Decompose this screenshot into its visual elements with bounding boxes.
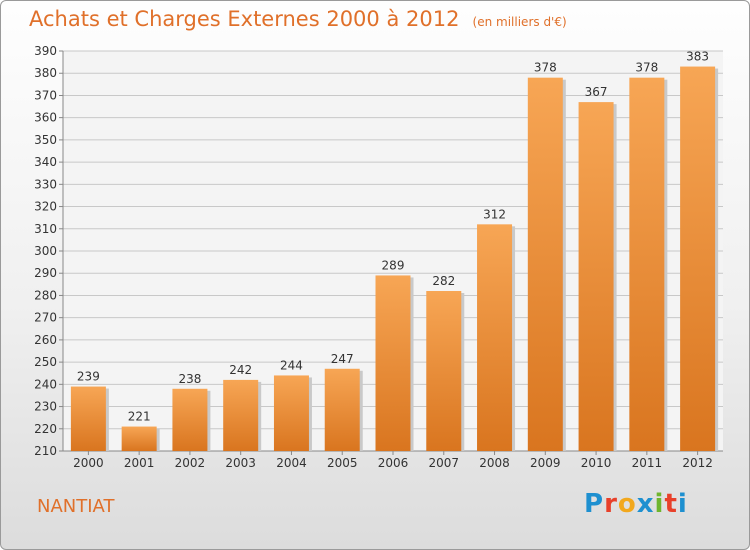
- y-tick-label: 210: [34, 444, 57, 458]
- x-tick-label: 2007: [428, 456, 459, 470]
- proxiti-logo[interactable]: Proxiti: [584, 489, 688, 519]
- bar: [680, 66, 716, 452]
- x-tick-label: 2012: [682, 456, 713, 470]
- chart-subtitle: (en milliers d'€): [472, 15, 567, 29]
- y-tick-label: 280: [34, 288, 57, 302]
- bar-value-label: 282: [432, 274, 455, 288]
- chart-title-block: Achats et Charges Externes 2000 à 2012 (…: [29, 7, 567, 31]
- x-tick-label: 2001: [124, 456, 155, 470]
- y-tick-label: 290: [34, 266, 57, 280]
- bar: [273, 375, 309, 451]
- y-tick-label: 220: [34, 422, 57, 436]
- bar: [121, 426, 157, 451]
- bar-value-label: 378: [534, 61, 557, 75]
- logo-letter: P: [584, 489, 605, 519]
- y-tick-label: 260: [34, 333, 57, 347]
- bar-value-label: 221: [128, 410, 151, 424]
- bar: [70, 386, 106, 451]
- y-tick-label: 370: [34, 88, 57, 102]
- x-tick-label: 2010: [581, 456, 612, 470]
- y-tick-label: 330: [34, 177, 57, 191]
- x-tick-label: 2000: [73, 456, 104, 470]
- x-tick-label: 2003: [225, 456, 256, 470]
- bar-value-label: 242: [229, 363, 252, 377]
- x-tick-label: 2011: [632, 456, 663, 470]
- y-tick-label: 310: [34, 222, 57, 236]
- bar: [223, 379, 259, 451]
- chart-title: Achats et Charges Externes 2000 à 2012: [29, 7, 460, 31]
- y-tick-label: 230: [34, 400, 57, 414]
- y-tick-label: 350: [34, 133, 57, 147]
- logo-letter: t: [664, 489, 678, 519]
- bar: [527, 77, 563, 452]
- x-tick-label: 2002: [175, 456, 206, 470]
- bar-value-label: 383: [686, 50, 709, 64]
- logo-letter: i: [654, 489, 665, 519]
- bar-value-label: 244: [280, 358, 303, 372]
- bar: [324, 368, 360, 451]
- bar-value-label: 247: [331, 352, 354, 366]
- bar: [578, 102, 614, 451]
- x-tick-label: 2004: [276, 456, 307, 470]
- y-tick-label: 270: [34, 311, 57, 325]
- town-name: NANTIAT: [37, 496, 115, 517]
- bar: [477, 224, 513, 451]
- bar: [375, 275, 411, 451]
- y-tick-label: 250: [34, 355, 57, 369]
- x-tick-label: 2009: [530, 456, 561, 470]
- bar: [426, 291, 462, 451]
- bar-value-label: 238: [178, 372, 201, 386]
- logo-letter: i: [677, 489, 688, 519]
- bar-value-label: 312: [483, 207, 506, 221]
- y-tick-label: 300: [34, 244, 57, 258]
- x-tick-label: 2006: [378, 456, 409, 470]
- y-tick-label: 390: [34, 44, 57, 58]
- x-tick-label: 2005: [327, 456, 358, 470]
- y-tick-label: 320: [34, 200, 57, 214]
- logo-letter: x: [636, 489, 655, 519]
- bar-value-label: 289: [382, 258, 405, 272]
- y-tick-label: 240: [34, 377, 57, 391]
- bar: [172, 388, 208, 451]
- y-tick-label: 360: [34, 111, 57, 125]
- bar-value-label: 239: [77, 370, 100, 384]
- x-tick-label: 2008: [479, 456, 510, 470]
- logo-letter: r: [604, 489, 618, 519]
- logo-letter: o: [617, 489, 637, 519]
- bar-value-label: 367: [585, 85, 608, 99]
- y-tick-label: 340: [34, 155, 57, 169]
- bar-value-label: 378: [635, 61, 658, 75]
- y-tick-label: 380: [34, 66, 57, 80]
- bar: [629, 77, 665, 452]
